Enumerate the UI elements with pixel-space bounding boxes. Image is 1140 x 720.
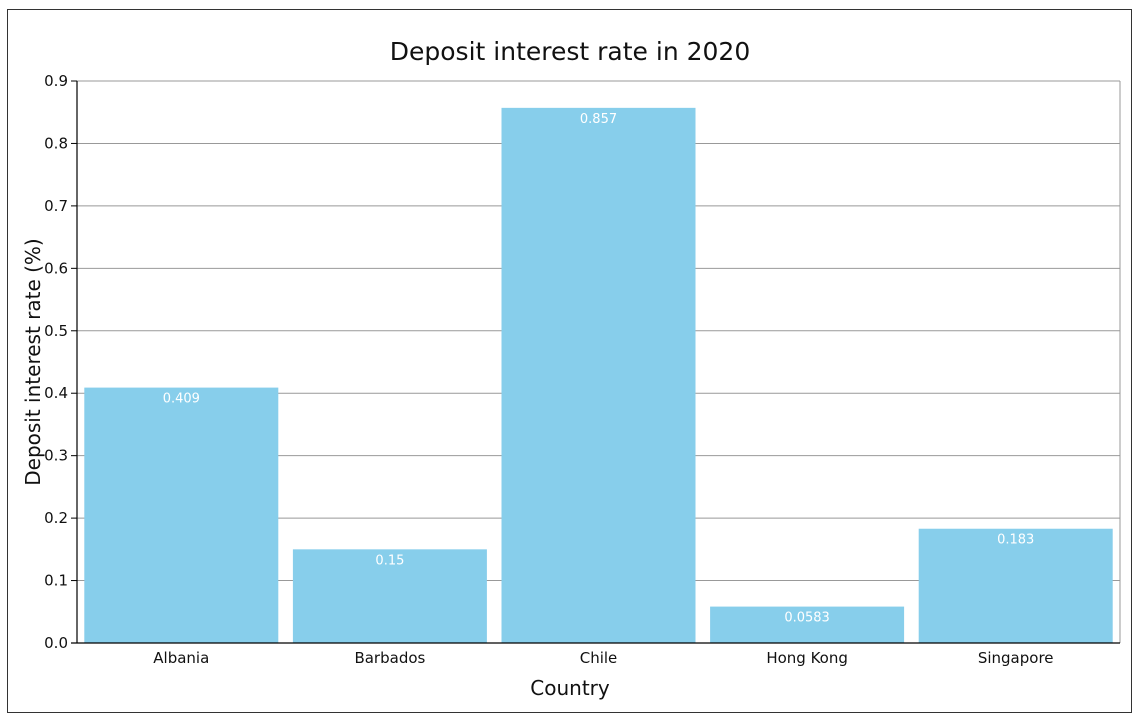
- y-tick-label: 0.4: [44, 384, 68, 402]
- data-label: 0.409: [163, 392, 200, 407]
- x-tick-label: Singapore: [978, 649, 1054, 667]
- x-tick-label: Albania: [153, 649, 209, 667]
- data-label: 0.857: [580, 112, 617, 127]
- bar-barbados: [292, 549, 487, 643]
- bar-singapore: [918, 528, 1113, 643]
- y-tick-label: 0.8: [44, 134, 68, 152]
- y-tick-label: 0.1: [44, 572, 68, 590]
- axes: [71, 80, 1120, 644]
- x-tick-label: Chile: [580, 649, 618, 667]
- y-tick-label: 0.3: [44, 447, 68, 465]
- data-label: 0.183: [997, 533, 1034, 548]
- bars: [84, 107, 1113, 643]
- y-tick-label: 0.9: [44, 72, 68, 90]
- y-tick-label: 0.0: [44, 634, 68, 652]
- x-axis-title: Country: [530, 676, 610, 700]
- y-tick-label: 0.6: [44, 259, 68, 277]
- data-label: 0.15: [375, 553, 404, 568]
- data-label: 0.0583: [784, 611, 830, 626]
- y-tick-labels: 0.0 0.1 0.2 0.3 0.4 0.5 0.6 0.7 0.8 0.9: [44, 72, 68, 652]
- bar-hong-kong: [710, 606, 905, 643]
- y-tick-label: 0.2: [44, 509, 68, 527]
- bar-chile: [501, 107, 696, 643]
- bar-albania: [84, 387, 279, 643]
- x-tick-label: Hong Kong: [766, 649, 848, 667]
- data-labels: 0.409 0.15 0.857 0.0583 0.183: [163, 112, 1035, 626]
- y-axis-title: Deposit interest rate (%): [21, 238, 45, 486]
- x-tick-labels: Albania Barbados Chile Hong Kong Singapore: [153, 649, 1053, 667]
- y-tick-label: 0.7: [44, 197, 68, 215]
- y-tick-label: 0.5: [44, 322, 68, 340]
- x-tick-label: Barbados: [354, 649, 425, 667]
- chart-title: Deposit interest rate in 2020: [390, 37, 750, 66]
